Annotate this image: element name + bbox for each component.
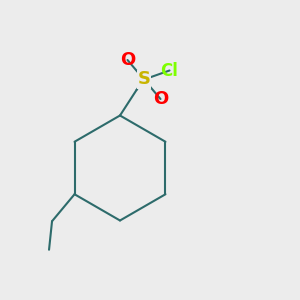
Text: O: O — [120, 51, 135, 69]
Text: S: S — [137, 70, 151, 88]
Text: Cl: Cl — [160, 61, 178, 80]
Text: O: O — [153, 90, 168, 108]
